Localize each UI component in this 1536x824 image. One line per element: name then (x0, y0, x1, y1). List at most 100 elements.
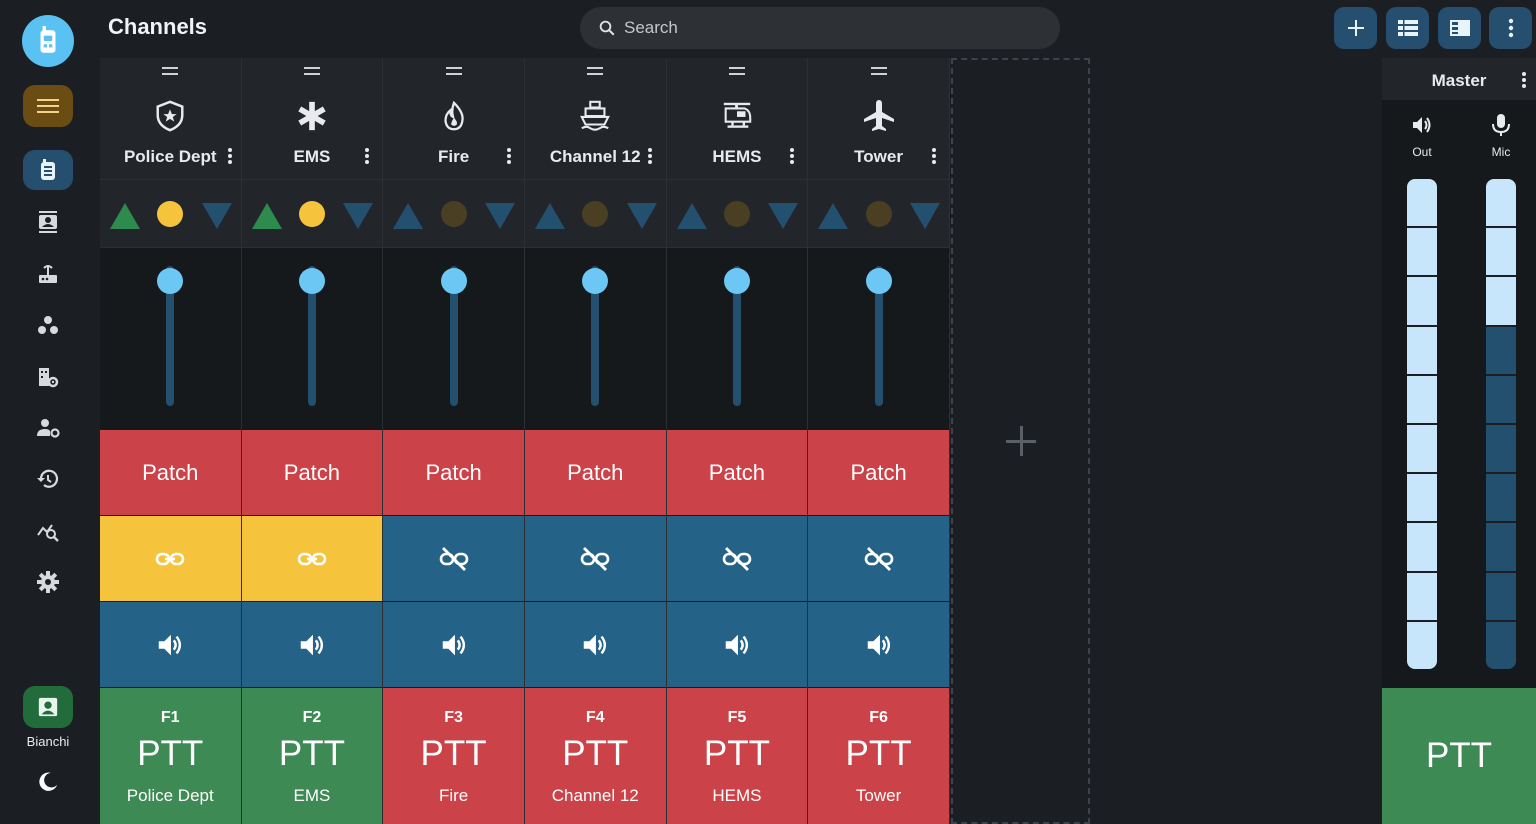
channel-audio-button[interactable] (666, 602, 808, 688)
sidebar-item-groups[interactable] (23, 305, 73, 345)
master-out-button[interactable] (1407, 110, 1437, 140)
sidebar-item-user-settings[interactable] (23, 408, 73, 448)
channel-fader[interactable] (100, 248, 241, 430)
sidebar-item-analytics[interactable] (23, 511, 73, 551)
fader-track[interactable] (732, 266, 741, 406)
master-header: Master (1382, 58, 1536, 100)
patch-button[interactable]: Patch (525, 430, 666, 516)
drag-handle-icon[interactable] (162, 67, 179, 75)
meter-segment (1407, 326, 1437, 376)
link-toggle-button[interactable] (100, 516, 241, 602)
ptt-button[interactable]: F3 PTT Fire (383, 688, 524, 824)
ptt-button[interactable]: F2 PTT EMS (241, 688, 383, 824)
link-toggle-button[interactable] (241, 516, 383, 602)
sidebar-item-settings[interactable] (23, 562, 73, 602)
channel-audio-button[interactable] (808, 602, 949, 688)
side-panel-button[interactable] (1438, 7, 1481, 49)
ptt-button[interactable]: F5 PTT HEMS (666, 688, 808, 824)
volume-up-icon[interactable] (251, 203, 282, 229)
volume-up-icon[interactable] (535, 203, 565, 229)
ptt-label: PTT (703, 734, 770, 773)
patch-button[interactable]: Patch (383, 430, 524, 516)
meter-segment (1486, 179, 1516, 229)
sidebar-item-radio[interactable] (23, 150, 73, 190)
sidebar-item-router[interactable] (23, 254, 73, 294)
ptt-button[interactable]: F4 PTT Channel 12 (525, 688, 666, 824)
link-toggle-button[interactable] (383, 516, 524, 602)
master-menu-button[interactable] (1520, 70, 1528, 90)
volume-up-icon[interactable] (393, 203, 424, 229)
link-toggle-button[interactable] (808, 516, 949, 602)
drag-handle-icon[interactable] (728, 67, 745, 75)
fader-knob[interactable] (723, 268, 750, 294)
search-input[interactable] (624, 18, 1024, 38)
fader-knob[interactable] (582, 268, 609, 294)
fader-track[interactable] (591, 266, 600, 406)
channel-fader[interactable] (383, 248, 524, 430)
patch-button[interactable]: Patch (808, 430, 949, 516)
drag-handle-icon[interactable] (870, 67, 887, 75)
sidebar-item-domain-settings[interactable] (23, 357, 73, 397)
master-mic-meter[interactable] (1486, 179, 1516, 669)
link-toggle-button[interactable] (525, 516, 666, 602)
volume-down-icon[interactable] (626, 203, 657, 229)
master-ptt-button[interactable]: PTT (1382, 688, 1536, 824)
fader-track[interactable] (449, 266, 458, 406)
channel-menu-button[interactable] (505, 146, 513, 166)
add-channel-slot[interactable] (951, 58, 1090, 824)
ptt-button[interactable]: F1 PTT Police Dept (100, 688, 241, 824)
channel-audio-button[interactable] (525, 602, 666, 688)
channel-audio-button[interactable] (100, 602, 241, 688)
channel-menu-button[interactable] (788, 146, 796, 166)
patch-button[interactable]: Patch (666, 430, 808, 516)
channel-menu-button[interactable] (930, 146, 938, 166)
fader-knob[interactable] (157, 268, 184, 294)
theme-toggle-button[interactable] (23, 762, 73, 802)
meter-segment (1407, 277, 1437, 327)
volume-down-icon[interactable] (484, 203, 515, 229)
patch-button[interactable]: Patch (100, 430, 241, 516)
add-button[interactable] (1334, 7, 1377, 49)
master-mic-button[interactable] (1486, 110, 1516, 140)
master-out-meter[interactable] (1407, 179, 1437, 669)
drag-handle-icon[interactable] (303, 67, 320, 75)
volume-down-icon[interactable] (909, 203, 940, 229)
volume-up-icon[interactable] (110, 203, 140, 229)
fader-knob[interactable] (865, 268, 892, 294)
user-account-button[interactable] (23, 686, 73, 728)
volume-up-icon[interactable] (818, 203, 849, 229)
channel-fader[interactable] (525, 248, 666, 430)
channel-menu-button[interactable] (363, 146, 371, 166)
channel-fader[interactable] (666, 248, 808, 430)
volume-down-icon[interactable] (768, 203, 799, 229)
more-options-button[interactable] (1489, 7, 1532, 49)
channel-menu-button[interactable] (646, 146, 654, 166)
channel-audio-button[interactable] (383, 602, 524, 688)
user-settings-icon (37, 419, 60, 438)
helicopter-icon (719, 98, 755, 134)
fader-track[interactable] (166, 266, 175, 406)
patch-button[interactable]: Patch (241, 430, 383, 516)
volume-down-icon[interactable] (343, 203, 374, 229)
app-logo[interactable] (22, 15, 74, 67)
ptt-label: PTT (562, 734, 629, 773)
sidebar-item-history[interactable] (23, 459, 73, 499)
fader-knob[interactable] (298, 268, 325, 294)
search-bar[interactable] (580, 7, 1060, 49)
volume-down-icon[interactable] (201, 203, 232, 229)
compact-view-button[interactable] (1386, 7, 1429, 49)
drag-handle-icon[interactable] (587, 67, 604, 75)
ptt-button[interactable]: F6 PTT Tower (808, 688, 949, 824)
fader-knob[interactable] (440, 268, 467, 294)
sidebar-item-contacts[interactable] (23, 202, 73, 242)
channel-fader[interactable] (808, 248, 949, 430)
fader-track[interactable] (874, 266, 883, 406)
channel-menu-button[interactable] (226, 146, 234, 166)
menu-button[interactable] (23, 85, 73, 127)
volume-up-icon[interactable] (676, 203, 707, 229)
drag-handle-icon[interactable] (445, 67, 462, 75)
fader-track[interactable] (307, 266, 316, 406)
link-toggle-button[interactable] (666, 516, 808, 602)
channel-audio-button[interactable] (241, 602, 383, 688)
channel-fader[interactable] (241, 248, 383, 430)
